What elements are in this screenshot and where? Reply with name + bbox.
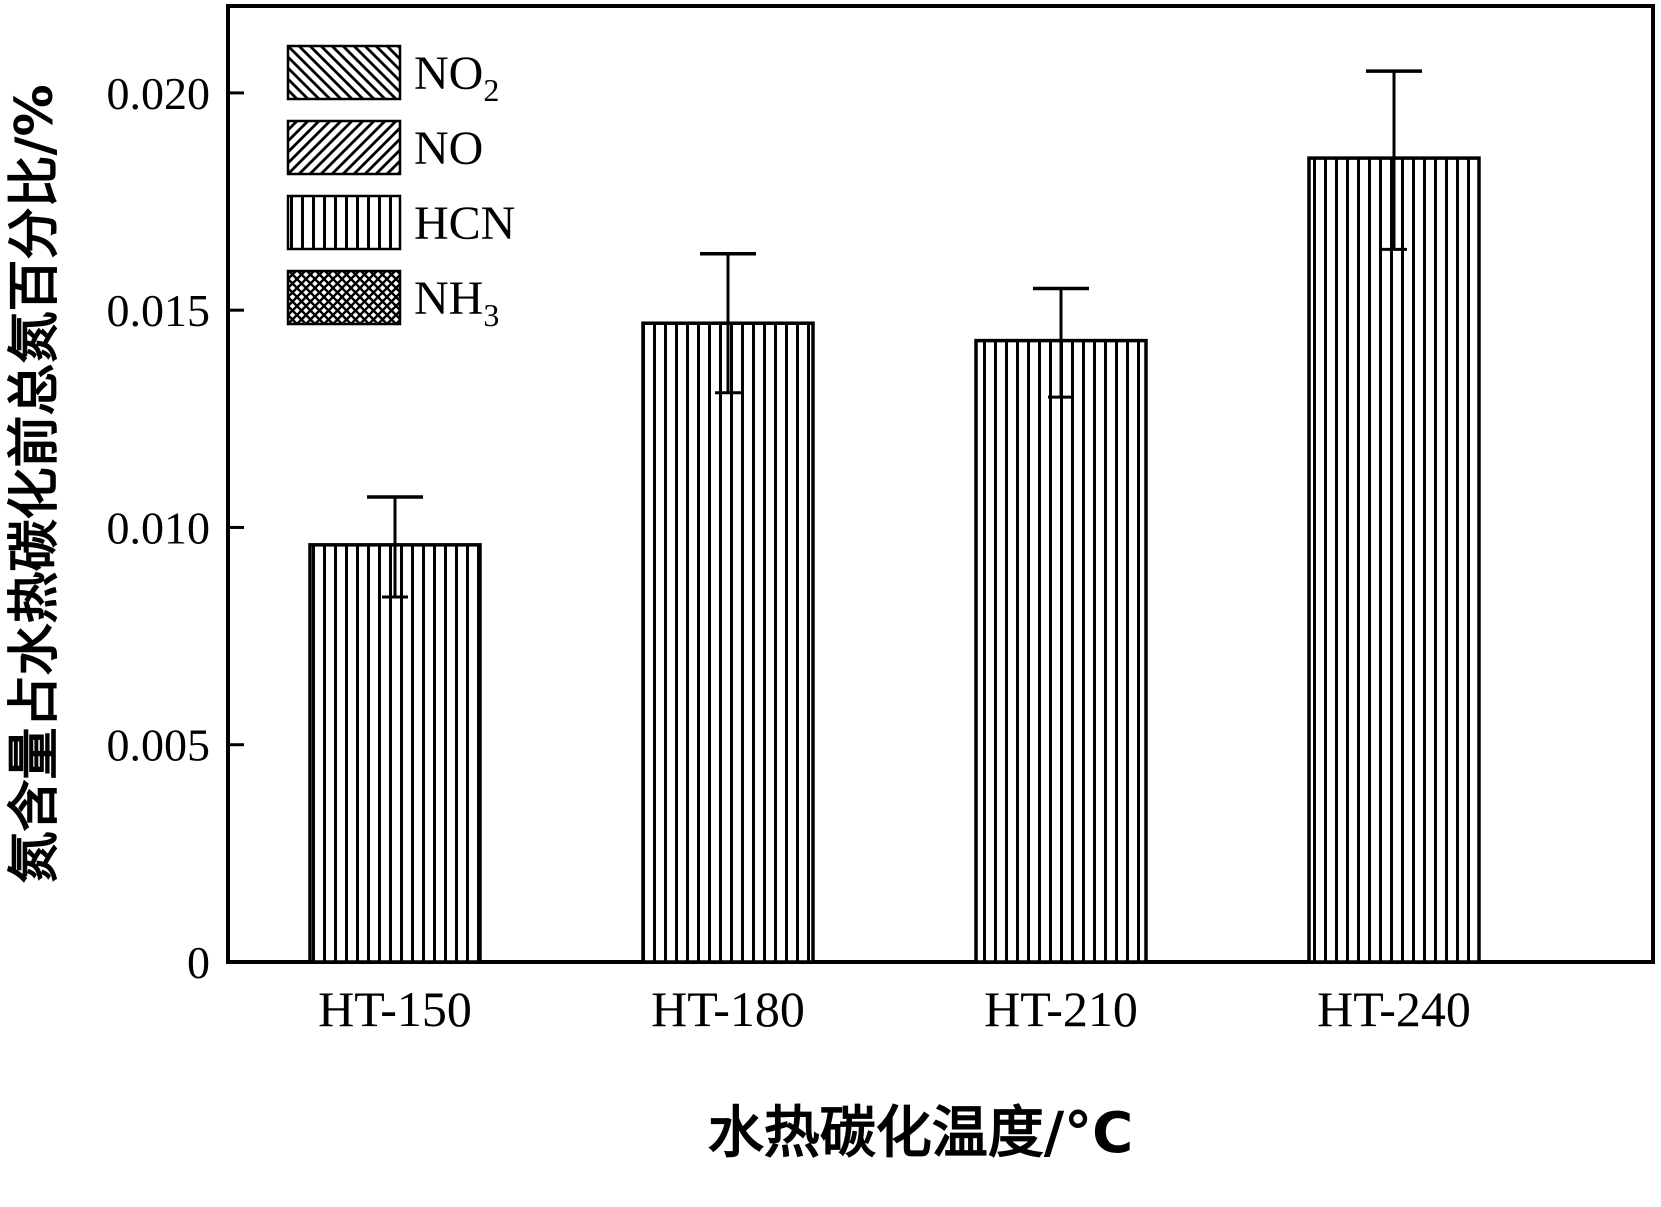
- legend-item-NO: NO: [286, 119, 483, 176]
- legend-label: NO2: [414, 47, 499, 108]
- legend-label: NH3: [414, 272, 499, 333]
- y-tick-label: 0.005: [107, 720, 211, 771]
- legend-swatch-diag-fwd-icon: [286, 119, 402, 176]
- x-tick-label-HT-150: HT-150: [318, 981, 472, 1037]
- legend-item-HCN: HCN: [286, 194, 515, 251]
- y-axis-label: 氮含量占水热碳化前总氮百分比/%: [5, 84, 65, 883]
- legend-item-NH3: NH3: [286, 269, 499, 333]
- legend-swatch-cross-icon: [286, 269, 402, 326]
- y-tick-label: 0.015: [107, 285, 211, 336]
- x-tick-label-HT-240: HT-240: [1317, 981, 1471, 1037]
- legend-swatch-diag-back-icon: [286, 44, 402, 101]
- y-tick-label: 0.020: [107, 68, 211, 119]
- x-tick-label-HT-210: HT-210: [984, 981, 1138, 1037]
- legend-swatch-vertical-icon: [286, 194, 402, 251]
- x-tick-label-HT-180: HT-180: [651, 981, 805, 1037]
- legend-label: HCN: [414, 197, 515, 250]
- bar-HT-240: [1307, 156, 1481, 964]
- bar-HT-180: [641, 321, 815, 964]
- bar-HT-210: [974, 338, 1148, 964]
- plot-border: [226, 4, 1655, 964]
- bar-HT-150: [308, 543, 482, 964]
- y-tick-label: 0.010: [107, 502, 211, 553]
- y-tick-label: 0: [187, 937, 210, 988]
- legend-label: NO: [414, 122, 483, 175]
- legend-item-NO2: NO2: [286, 44, 499, 108]
- x-axis-label: 水热碳化温度/°C: [708, 1101, 1134, 1166]
